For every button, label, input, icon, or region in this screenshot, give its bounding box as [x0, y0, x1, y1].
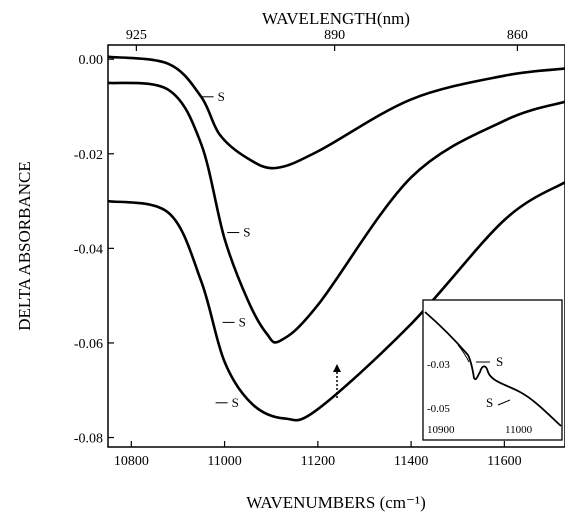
inset-annotation-2: S	[486, 395, 493, 410]
x-tick-label: 11400	[394, 454, 428, 469]
annotation-group: S S S S	[201, 89, 250, 410]
y-axis-label: DELTA ABSORBANCE	[15, 161, 34, 330]
x-tick-label: 11600	[487, 454, 521, 469]
x-axis-label: WAVENUMBERS (cm⁻¹)	[246, 493, 426, 512]
y-tick-label: -0.06	[74, 337, 103, 352]
series-line-3	[107, 181, 565, 422]
series-line-2	[107, 81, 565, 344]
x-tick-label: 10800	[114, 454, 149, 469]
inset-y-tick-1: -0.03	[427, 359, 450, 371]
annotation-s-1: S	[218, 89, 225, 104]
inset-panel: -0.03 -0.05 10900 11000 S S	[422, 299, 563, 441]
x-tick-label: 11000	[207, 454, 241, 469]
top-tick-label: 925	[126, 28, 147, 43]
plot-frame	[107, 44, 565, 448]
top-tick-label: 860	[507, 28, 528, 43]
dotted-arrowhead	[333, 364, 341, 372]
inset-y-tick-2: -0.05	[427, 403, 450, 415]
annotation-s-4: S	[232, 395, 239, 410]
x-tick-label: 11200	[301, 454, 335, 469]
annotation-s-3: S	[239, 314, 246, 329]
inset-frame	[422, 299, 563, 441]
series-group	[107, 55, 565, 422]
top-axis-label: WAVELENGTH(nm)	[262, 9, 410, 28]
y-tick-label: -0.02	[74, 148, 103, 163]
y-tick-label: -0.08	[74, 432, 103, 447]
inset-annotation-1: S	[496, 354, 503, 369]
annotation-s-2: S	[243, 225, 250, 240]
top-tick-label: 890	[324, 28, 345, 43]
inset-x-tick-2: 11000	[505, 424, 533, 436]
inset-smooth-curve	[457, 344, 470, 363]
y-tick-label: -0.04	[74, 242, 103, 257]
top-axis-ticks: 925 890 860	[126, 28, 528, 51]
y-tick-label: 0.00	[79, 53, 104, 68]
series-line-1	[107, 55, 565, 170]
y-axis-ticks: 0.00 -0.02 -0.04 -0.06 -0.08	[74, 53, 114, 447]
inset-x-tick-1: 10900	[427, 424, 455, 436]
inset-curve	[424, 311, 562, 427]
x-axis-ticks: 10800 11000 11200 11400 11600	[114, 441, 522, 469]
inset-arrow-2	[497, 399, 511, 406]
